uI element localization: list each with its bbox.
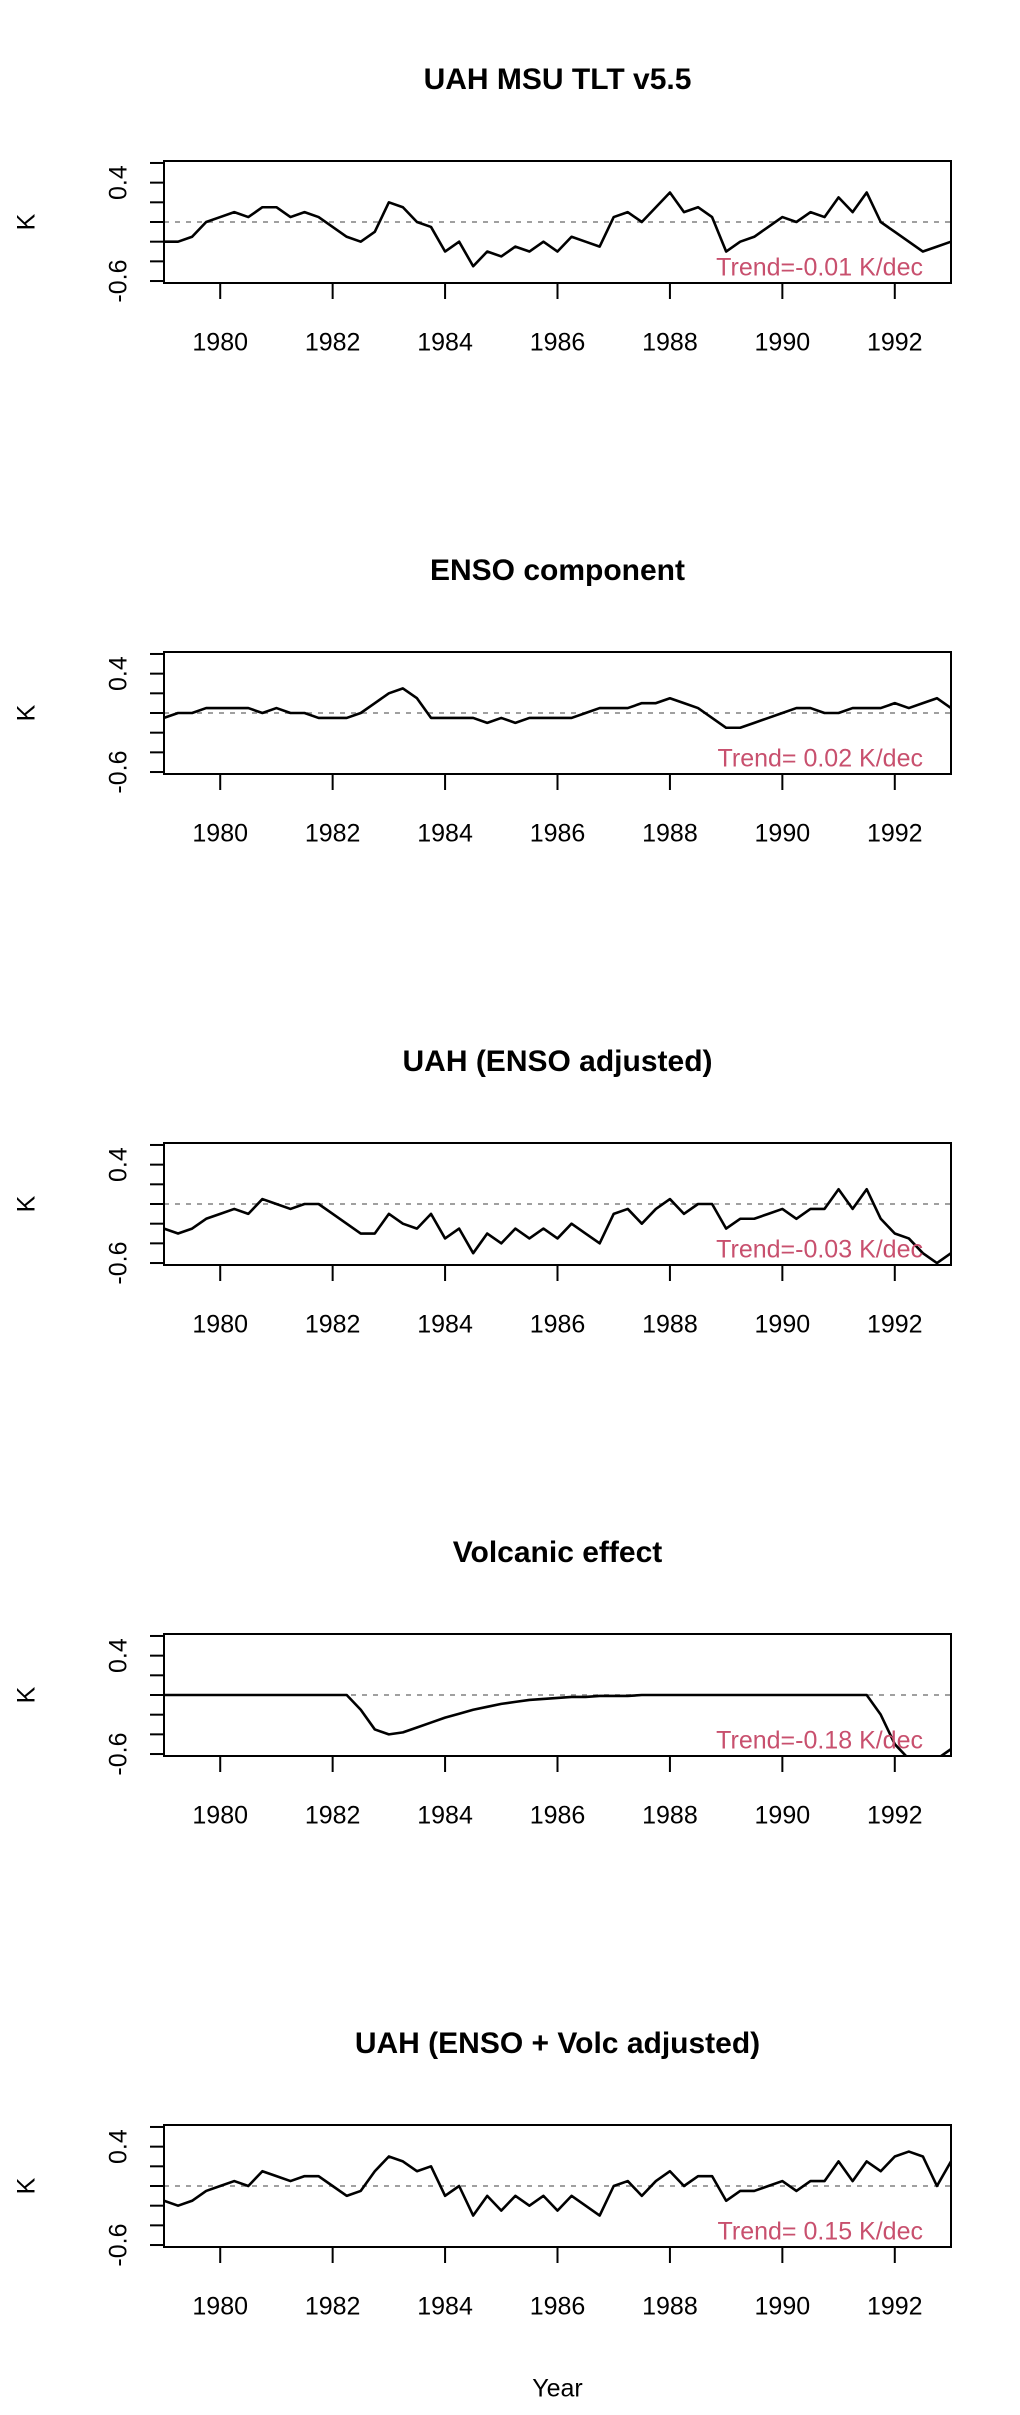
y-tick-label: -0.6	[105, 259, 133, 302]
x-tick-label: 1988	[642, 329, 698, 357]
x-tick-label: 1980	[192, 329, 248, 357]
x-tick-label: 1986	[530, 1802, 586, 1830]
trend-annotation: Trend= 0.02 K/dec	[718, 745, 923, 773]
x-tick-label: 1988	[642, 2293, 698, 2321]
y-tick-label: 0.4	[105, 2129, 133, 2164]
y-axis-label: K	[13, 704, 41, 721]
data-line	[164, 191, 951, 268]
x-tick-label: 1988	[642, 1311, 698, 1339]
x-tick-label: 1980	[192, 1802, 248, 1830]
trend-annotation: Trend=-0.18 K/dec	[716, 1727, 923, 1755]
y-tick-label: -0.6	[105, 2223, 133, 2266]
x-axis-label: Year	[532, 2375, 583, 2403]
chart-title: ENSO component	[430, 554, 685, 587]
x-tick-label: 1982	[305, 1802, 361, 1830]
y-tick-label: -0.6	[105, 750, 133, 793]
x-tick-label: 1990	[755, 329, 811, 357]
x-tick-label: 1984	[417, 329, 473, 357]
x-tick-label: 1990	[755, 1802, 811, 1830]
x-tick-label: 1988	[642, 1802, 698, 1830]
x-tick-label: 1980	[192, 820, 248, 848]
y-axis-label: K	[13, 1195, 41, 1212]
chart-title: UAH MSU TLT v5.5	[424, 63, 692, 96]
x-tick-label: 1982	[305, 329, 361, 357]
x-tick-label: 1992	[867, 820, 923, 848]
x-tick-label: 1992	[867, 1311, 923, 1339]
y-tick-label: 0.4	[105, 165, 133, 200]
y-axis-label: K	[13, 213, 41, 230]
y-tick-label: 0.4	[105, 656, 133, 691]
y-tick-label: 0.4	[105, 1638, 133, 1673]
x-tick-label: 1986	[530, 2293, 586, 2321]
x-tick-label: 1986	[530, 329, 586, 357]
chart-title: UAH (ENSO + Volc adjusted)	[355, 2027, 760, 2060]
x-tick-label: 1992	[867, 329, 923, 357]
trend-annotation: Trend= 0.15 K/dec	[718, 2218, 923, 2246]
y-axis-label: K	[13, 2177, 41, 2194]
data-line	[164, 1693, 951, 1756]
x-tick-label: 1982	[305, 2293, 361, 2321]
chart-title: UAH (ENSO adjusted)	[402, 1045, 712, 1078]
y-tick-label: -0.6	[105, 1241, 133, 1284]
chart-title: Volcanic effect	[453, 1536, 663, 1569]
x-tick-label: 1980	[192, 1311, 248, 1339]
y-tick-label: -0.6	[105, 1732, 133, 1775]
x-tick-label: 1984	[417, 1311, 473, 1339]
trend-annotation: Trend=-0.01 K/dec	[716, 254, 923, 282]
data-line	[164, 1187, 951, 1265]
x-tick-label: 1986	[530, 1311, 586, 1339]
x-tick-label: 1992	[867, 1802, 923, 1830]
y-axis-label: K	[13, 1686, 41, 1703]
x-tick-label: 1986	[530, 820, 586, 848]
x-tick-label: 1984	[417, 2293, 473, 2321]
x-tick-label: 1982	[305, 820, 361, 848]
trend-annotation: Trend=-0.03 K/dec	[716, 1236, 923, 1264]
x-tick-label: 1984	[417, 1802, 473, 1830]
x-tick-label: 1988	[642, 820, 698, 848]
data-line	[164, 2150, 951, 2217]
x-tick-label: 1990	[755, 820, 811, 848]
x-tick-label: 1984	[417, 820, 473, 848]
x-tick-label: 1990	[755, 2293, 811, 2321]
x-tick-label: 1992	[867, 2293, 923, 2321]
x-tick-label: 1982	[305, 1311, 361, 1339]
x-tick-label: 1980	[192, 2293, 248, 2321]
data-line	[164, 687, 951, 730]
y-tick-label: 0.4	[105, 1147, 133, 1182]
x-tick-label: 1990	[755, 1311, 811, 1339]
